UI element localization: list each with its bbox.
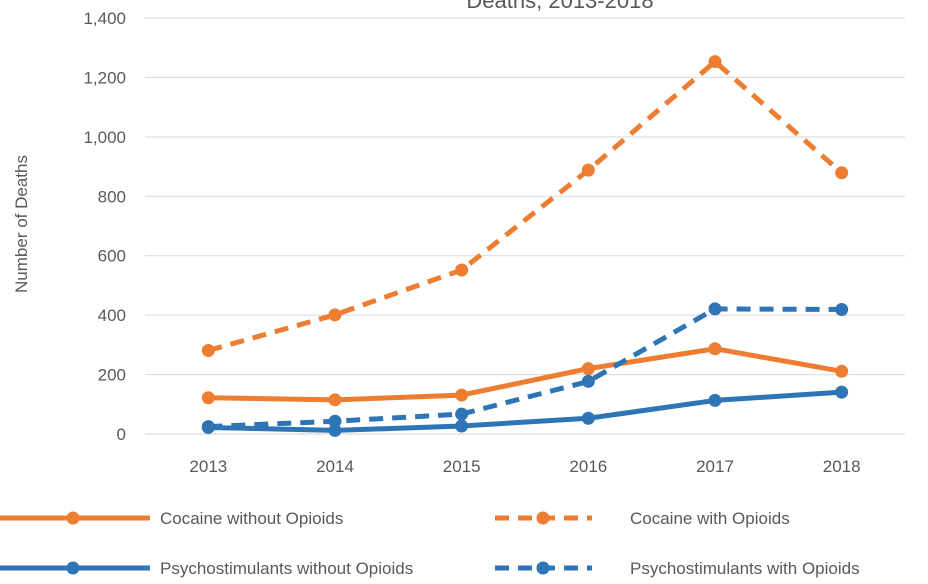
data-point xyxy=(708,342,722,356)
series-1 xyxy=(201,342,849,407)
legend-item: Psychostimulants without Opioids xyxy=(0,559,413,578)
data-point xyxy=(201,420,215,434)
y-axis-ticks: 0 200 400 600 800 1,000 1,200 1,400 xyxy=(83,9,126,444)
series-line xyxy=(208,346,843,403)
legend-label: Cocaine without Opioids xyxy=(160,509,343,528)
data-point xyxy=(201,391,215,405)
legend-label: Cocaine with Opioids xyxy=(630,509,790,528)
series-4 xyxy=(201,302,849,434)
y-tick-label: 1,400 xyxy=(83,9,126,28)
legend-item: Psychostimulants with Opioids xyxy=(495,559,860,578)
data-point xyxy=(455,263,469,277)
x-tick-label: 2015 xyxy=(443,457,481,476)
data-point xyxy=(581,411,595,425)
series-3 xyxy=(201,385,849,437)
data-point xyxy=(581,374,595,388)
y-tick-label: 1,000 xyxy=(83,128,126,147)
data-point xyxy=(328,308,342,322)
legend-marker xyxy=(66,561,80,575)
series-line xyxy=(208,389,842,433)
data-point xyxy=(708,55,722,69)
series-line xyxy=(207,59,844,353)
y-axis-title: Number of Deaths xyxy=(12,155,31,293)
y-tick-label: 600 xyxy=(98,247,126,266)
legend-item: Cocaine without Opioids xyxy=(0,509,343,528)
legend-label: Psychostimulants without Opioids xyxy=(160,559,413,578)
data-point xyxy=(201,344,215,358)
y-tick-label: 0 xyxy=(117,425,126,444)
series-line xyxy=(208,306,842,430)
legend-label: Psychostimulants with Opioids xyxy=(630,559,860,578)
data-point xyxy=(835,385,849,399)
legend-marker xyxy=(66,511,80,525)
x-tick-label: 2017 xyxy=(696,457,734,476)
legend-marker xyxy=(536,511,550,525)
data-point xyxy=(835,302,849,316)
gridlines xyxy=(145,17,905,435)
data-point xyxy=(581,163,595,177)
legend: Cocaine without Opioids Cocaine with Opio… xyxy=(0,509,860,578)
data-point xyxy=(708,393,722,407)
data-point xyxy=(328,423,342,437)
data-point xyxy=(328,414,342,428)
legend-marker xyxy=(536,561,550,575)
series-2 xyxy=(201,55,849,358)
x-axis-ticks: 2013 2014 2015 2016 2017 2018 xyxy=(189,457,860,476)
data-point xyxy=(835,166,849,180)
y-tick-label: 1,200 xyxy=(83,68,126,87)
y-tick-label: 400 xyxy=(98,306,126,325)
x-tick-label: 2018 xyxy=(823,457,861,476)
data-point xyxy=(455,419,469,433)
series-layer xyxy=(201,55,849,437)
data-point xyxy=(328,393,342,407)
data-point xyxy=(835,364,849,378)
chart-title-fragment: Deaths, 2013-2018 xyxy=(466,0,653,13)
data-point xyxy=(455,407,469,421)
x-tick-label: 2014 xyxy=(316,457,354,476)
y-tick-label: 200 xyxy=(98,366,126,385)
x-tick-label: 2013 xyxy=(189,457,227,476)
x-tick-label: 2016 xyxy=(569,457,607,476)
data-point xyxy=(581,362,595,376)
data-point xyxy=(455,388,469,402)
y-tick-label: 800 xyxy=(98,187,126,206)
data-point xyxy=(708,302,722,316)
legend-item: Cocaine with Opioids xyxy=(495,509,790,528)
